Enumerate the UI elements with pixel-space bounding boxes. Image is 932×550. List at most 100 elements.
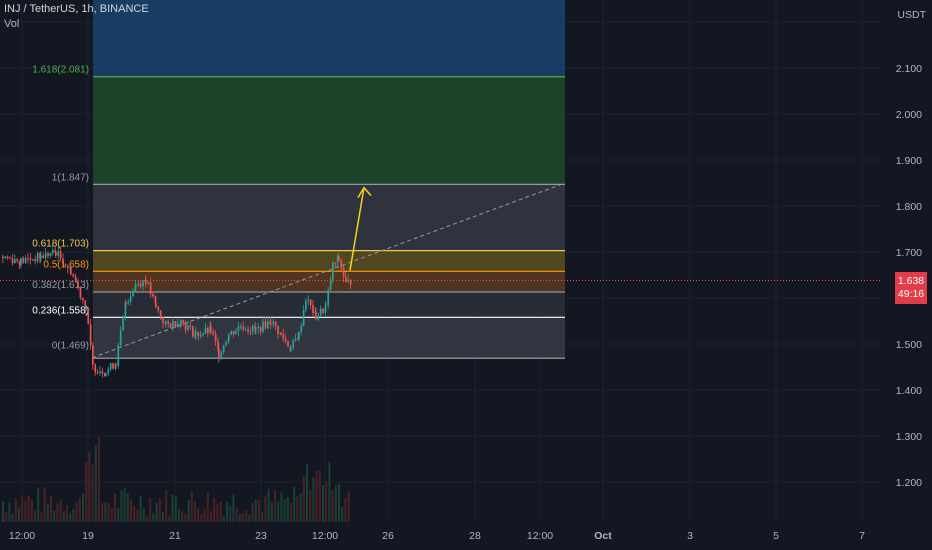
fib-level-label: 0.618(1.703) xyxy=(32,239,89,250)
candle-body xyxy=(92,345,94,365)
volume-bar xyxy=(338,484,340,522)
volume-label[interactable]: Vol xyxy=(4,18,20,30)
candle-body xyxy=(287,341,289,347)
volume-bar xyxy=(318,470,321,522)
candle-body xyxy=(117,345,120,367)
candle-body xyxy=(177,323,179,328)
projection-arrow-head xyxy=(357,186,372,198)
volume-bar xyxy=(136,509,139,522)
price-axis-tick: 1.200 xyxy=(896,477,922,489)
time-axis-tick: 5 xyxy=(773,530,779,542)
volume-bar xyxy=(254,499,257,522)
candle-body xyxy=(49,253,52,256)
volume-bar xyxy=(30,499,33,522)
volume-bar xyxy=(293,486,296,522)
candle-body xyxy=(4,256,7,259)
volume-bar xyxy=(101,502,104,522)
volume-bar xyxy=(178,509,180,522)
volume-bar xyxy=(91,464,94,522)
candle-body xyxy=(342,268,345,278)
candle-body xyxy=(315,311,317,320)
candle-body xyxy=(132,292,134,297)
volume-bar xyxy=(216,503,219,522)
volume-bar xyxy=(146,515,148,522)
volume-bar xyxy=(296,496,299,522)
candle-body xyxy=(307,299,310,301)
candle-body xyxy=(104,373,106,376)
volume-bar xyxy=(277,501,280,522)
candle-body xyxy=(57,251,60,256)
candle-body xyxy=(228,334,230,339)
candle-body xyxy=(210,325,212,332)
candle-body xyxy=(59,251,62,259)
volume-bar xyxy=(226,502,228,522)
candle-body xyxy=(165,321,167,324)
candle-body xyxy=(29,258,32,261)
candle-body xyxy=(227,338,230,343)
candle-body xyxy=(247,329,249,332)
candle-body xyxy=(137,283,140,286)
candle-body xyxy=(269,321,272,325)
volume-bar xyxy=(210,511,212,522)
volume-bar xyxy=(85,461,88,522)
symbol-header[interactable]: INJ / TetherUS, 1h, BINANCE xyxy=(4,3,149,15)
volume-bar xyxy=(110,508,113,522)
volume-bar xyxy=(40,512,43,522)
volume-bar xyxy=(78,497,81,522)
candle-body xyxy=(282,333,285,339)
volume-bar xyxy=(184,513,187,522)
volume-bar xyxy=(181,510,184,522)
volume-bar xyxy=(312,476,315,522)
volume-bar xyxy=(130,499,132,522)
candle-body xyxy=(174,321,177,328)
candle-body xyxy=(292,340,295,348)
volume-bar xyxy=(139,495,142,522)
candle-body xyxy=(119,330,122,346)
price-axis-currency: USDT xyxy=(897,9,926,21)
candle-body xyxy=(6,256,9,258)
candle-body xyxy=(54,249,57,252)
candle-body xyxy=(305,300,307,311)
fib-level-label: 0(1.469) xyxy=(52,340,89,351)
volume-bar xyxy=(194,501,196,522)
volume-bar xyxy=(322,484,324,522)
candle-body xyxy=(204,327,207,334)
candle-body xyxy=(67,266,69,269)
candles xyxy=(2,245,352,378)
time-axis-bg xyxy=(0,522,932,550)
volume-bar xyxy=(261,512,264,522)
volume-bar xyxy=(152,513,155,522)
volume-bar xyxy=(302,475,305,522)
candle-body xyxy=(262,321,264,332)
volume-bar xyxy=(72,508,75,522)
volume-bar xyxy=(158,498,161,522)
volume-bar xyxy=(258,500,260,522)
candle-body xyxy=(36,253,39,262)
candle-body xyxy=(84,300,87,310)
time-axis-tick: 3 xyxy=(687,530,693,542)
candle-body xyxy=(134,285,137,293)
candle-body xyxy=(27,257,29,259)
candle-body xyxy=(325,305,327,307)
volume-bar xyxy=(46,503,49,522)
candle-body xyxy=(298,331,300,340)
candle-body xyxy=(252,325,254,332)
candle-body xyxy=(52,249,54,254)
candle-body xyxy=(284,338,287,342)
candle-body xyxy=(167,321,170,324)
candle-body xyxy=(309,299,312,306)
fib-zone xyxy=(93,76,565,185)
candle-body xyxy=(99,371,101,373)
volume-bar xyxy=(94,445,97,522)
volume-bar xyxy=(267,488,270,522)
candle-body xyxy=(180,319,182,326)
candle-body xyxy=(332,262,334,280)
candle-body xyxy=(9,257,11,259)
time-axis-tick: 28 xyxy=(469,530,481,542)
price-axis-tick: 1.400 xyxy=(896,385,922,397)
candle-body xyxy=(55,251,57,256)
volume-bar xyxy=(174,496,177,522)
volume-bar xyxy=(232,494,235,522)
volume-bar xyxy=(190,490,193,522)
